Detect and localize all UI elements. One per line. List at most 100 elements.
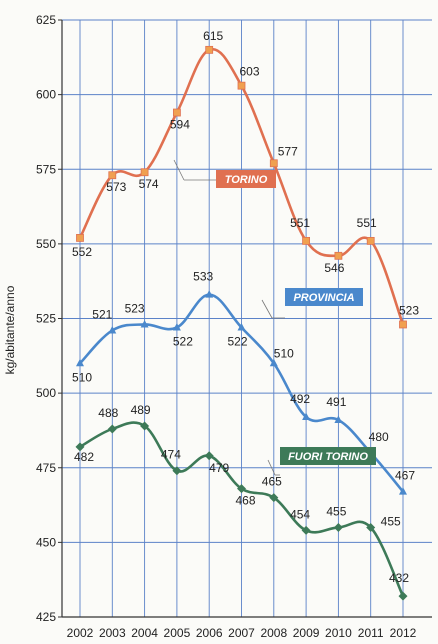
data-label: 594 [170, 118, 190, 132]
data-label: 522 [227, 334, 247, 348]
data-label: 455 [326, 504, 346, 518]
legend: TORINO PROVINCIA FUORI TORINO [173, 159, 376, 476]
legend-leader [267, 459, 276, 476]
y-tick-label: 500 [36, 386, 56, 400]
data-point [302, 412, 311, 421]
data-point [172, 322, 181, 331]
legend-leader [173, 159, 185, 181]
x-tick-label: 2005 [164, 626, 191, 640]
y-tick-label: 425 [36, 610, 56, 624]
data-label: 491 [326, 395, 346, 409]
data-point [205, 290, 214, 298]
data-point [302, 236, 311, 245]
series-lines [75, 45, 408, 601]
data-label: 574 [139, 177, 159, 191]
data-point [399, 487, 407, 495]
data-labels: 552 573 574 594 615 603 577 551 546 551 523 510 521 5… [72, 29, 419, 585]
y-tick-label: 600 [36, 88, 56, 102]
data-point [205, 45, 214, 54]
data-point [237, 81, 246, 90]
data-point [140, 168, 149, 177]
data-point [334, 415, 343, 423]
data-label: 482 [74, 450, 94, 464]
data-point [399, 320, 407, 329]
data-point [269, 493, 279, 503]
data-point [398, 591, 408, 601]
data-point [366, 522, 376, 532]
data-point [301, 525, 311, 535]
data-point [269, 159, 278, 168]
axes: 425 450 475 500 525 550 575 600 625 2002 2003 2004 2… [36, 13, 432, 640]
legend-label: PROVINCIA [293, 292, 354, 304]
data-label: 489 [131, 403, 151, 417]
y-tick-label: 575 [36, 162, 56, 176]
x-tick-label: 2006 [196, 626, 223, 640]
data-point [237, 322, 246, 331]
data-point [334, 251, 343, 260]
data-point [204, 451, 214, 461]
data-label: 480 [369, 430, 389, 444]
data-label: 615 [203, 29, 223, 43]
data-point [140, 421, 150, 431]
data-label: 546 [324, 261, 344, 275]
legend-label: TORINO [225, 174, 268, 186]
data-label: 523 [399, 303, 419, 317]
data-point [366, 236, 375, 245]
y-axis-label: kg/abitante/anno [3, 285, 17, 374]
data-point [107, 424, 117, 434]
data-label: 468 [235, 494, 255, 508]
data-label: 492 [290, 392, 310, 406]
y-tick-label: 475 [36, 461, 56, 475]
data-label: 573 [106, 180, 126, 194]
data-label: 551 [357, 216, 377, 230]
data-point [75, 442, 85, 452]
data-point [172, 466, 182, 476]
data-label: 465 [262, 475, 282, 489]
y-tick-label: 450 [36, 535, 56, 549]
data-label: 455 [381, 514, 401, 528]
data-label: 551 [290, 216, 310, 230]
legend-leader [261, 299, 273, 319]
legend-box [280, 447, 376, 465]
data-point [172, 108, 181, 117]
grid [62, 19, 432, 618]
data-point [333, 522, 343, 532]
data-label: 523 [125, 301, 145, 315]
data-label: 522 [173, 334, 193, 348]
data-label: 577 [278, 144, 298, 158]
x-tick-label: 2002 [67, 626, 94, 640]
x-tick-label: 2008 [260, 626, 287, 640]
data-label: 533 [193, 270, 213, 284]
y-tick-label: 550 [36, 237, 56, 251]
x-tick-label: 2007 [228, 626, 255, 640]
data-point [140, 319, 149, 328]
data-point [269, 358, 278, 367]
y-tick-label: 625 [36, 13, 56, 27]
data-label: 521 [92, 307, 112, 321]
data-point [237, 484, 246, 494]
data-label: 479 [209, 461, 229, 475]
data-label: 432 [389, 571, 409, 585]
data-label: 552 [72, 245, 92, 259]
data-point [76, 358, 84, 367]
legend-box [216, 170, 276, 188]
data-label: 454 [290, 507, 310, 521]
x-tick-label: 2010 [325, 626, 352, 640]
x-tick-label: 2003 [99, 626, 126, 640]
data-label: 603 [239, 65, 259, 79]
data-label: 510 [274, 346, 294, 360]
x-tick-label: 2004 [131, 626, 158, 640]
data-label: 474 [161, 448, 181, 462]
data-point [108, 325, 117, 334]
y-tick-label: 525 [36, 312, 56, 326]
data-point [108, 171, 117, 180]
legend-label: FUORI TORINO [288, 451, 368, 463]
x-tick-label: 2009 [293, 626, 320, 640]
x-tick-label: 2011 [358, 626, 384, 640]
x-tick-label: 2012 [390, 626, 417, 640]
data-label: 510 [72, 370, 92, 384]
data-point [76, 234, 84, 242]
legend-box [285, 288, 363, 306]
data-label: 467 [395, 469, 415, 483]
